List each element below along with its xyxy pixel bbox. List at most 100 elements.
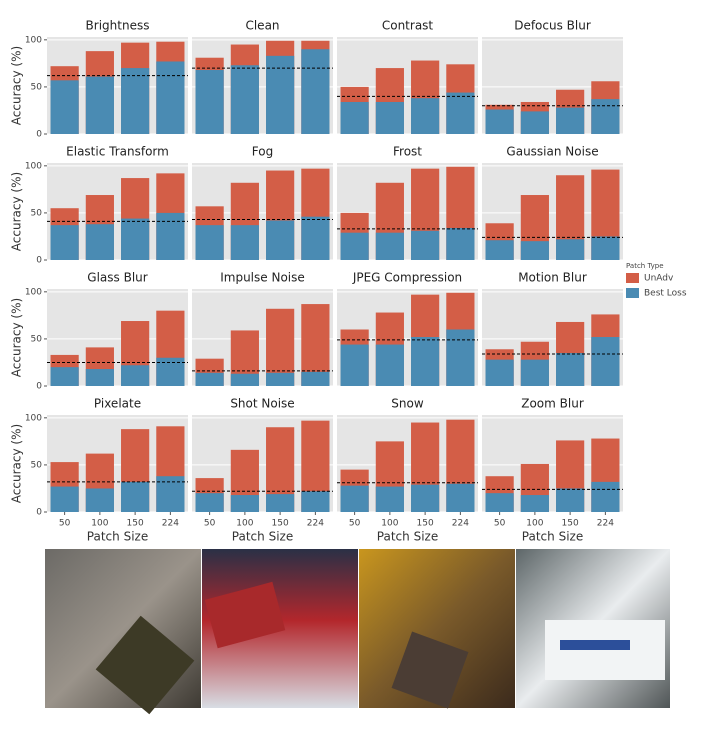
legend-swatch [626,273,639,283]
bar [411,484,440,512]
bar [230,373,259,386]
bar [411,337,440,386]
bar [375,486,404,512]
bar [301,49,330,134]
y-tick-label: 100 [25,35,42,45]
x-tick-label: 50 [494,519,506,529]
bar [411,98,440,134]
bar [556,488,585,512]
y-axis-label: Accuracy (%) [10,298,24,377]
bar [520,359,549,386]
x-tick-label: 100 [381,519,398,529]
bar [266,220,295,260]
facet-title: Brightness [86,19,150,33]
bar [485,493,514,512]
facet-title: JPEG Compression [352,271,462,285]
y-tick-label: 50 [31,208,43,218]
y-tick-label: 50 [31,82,43,92]
bar [375,232,404,260]
facet-title: Contrast [382,19,434,33]
bar [195,225,224,260]
facet-title: Gaussian Noise [506,145,598,159]
bar [375,344,404,386]
bar [85,76,114,134]
legend-title: Patch Type [626,262,664,270]
bar [195,372,224,386]
bar [556,239,585,260]
y-tick-label: 100 [25,287,42,297]
bar [591,99,620,134]
bar [301,371,330,386]
bar [446,329,475,386]
x-tick-label: 224 [597,519,614,529]
bar [520,111,549,134]
facet-title: Fog [252,145,273,159]
facet-title: Zoom Blur [521,397,584,411]
facet-title: Defocus Blur [514,19,591,33]
bar [121,68,150,134]
y-tick-label: 100 [25,413,42,423]
bar [340,101,369,134]
y-tick-label: 0 [36,382,42,392]
bar [520,241,549,260]
bar [446,92,475,134]
y-axis-label: Accuracy (%) [10,172,24,251]
facet-title: Motion Blur [518,271,587,285]
x-tick-label: 224 [307,519,324,529]
facet-title: Frost [393,145,422,159]
bar [85,488,114,512]
y-tick-label: 0 [36,130,42,140]
bar [230,65,259,134]
bar [520,495,549,512]
bar [591,236,620,260]
bar [156,61,185,134]
van-stripe [560,640,630,650]
bar [50,486,79,512]
patch [95,615,195,715]
bar [85,369,114,386]
patch [204,581,286,649]
bar [85,224,114,260]
bar [195,69,224,134]
bar [230,495,259,512]
y-tick-label: 0 [36,508,42,518]
bar [485,359,514,386]
bar [230,225,259,260]
bar [556,107,585,134]
legend-label: Best Loss [644,289,687,299]
x-tick-label: 50 [59,519,71,529]
x-tick-label: 50 [349,519,361,529]
bar [446,227,475,260]
x-tick-label: 224 [452,519,469,529]
bar [266,55,295,135]
bar [121,218,150,260]
y-tick-label: 50 [31,334,43,344]
bar [340,485,369,512]
bar [340,232,369,260]
x-tick-label: 150 [562,519,579,529]
bar [156,476,185,512]
facet-title: Clean [245,19,279,33]
bar [301,216,330,260]
x-axis-label: Patch Size [232,530,293,544]
facet-title: Shot Noise [230,397,294,411]
bar [156,212,185,260]
bar [340,344,369,386]
bar [411,230,440,260]
bar [50,80,79,134]
x-axis-label: Patch Size [377,530,438,544]
facet-title: Impulse Noise [220,271,305,285]
facet-title: Pixelate [94,397,141,411]
photo-strip [45,549,670,715]
bar [195,493,224,512]
bar [591,481,620,512]
bar [485,240,514,260]
bar [446,483,475,512]
bar [301,491,330,512]
facet-title: Glass Blur [87,271,147,285]
bar [156,357,185,386]
bar [121,481,150,512]
y-axis-label: Accuracy (%) [10,424,24,503]
patch [391,631,469,709]
